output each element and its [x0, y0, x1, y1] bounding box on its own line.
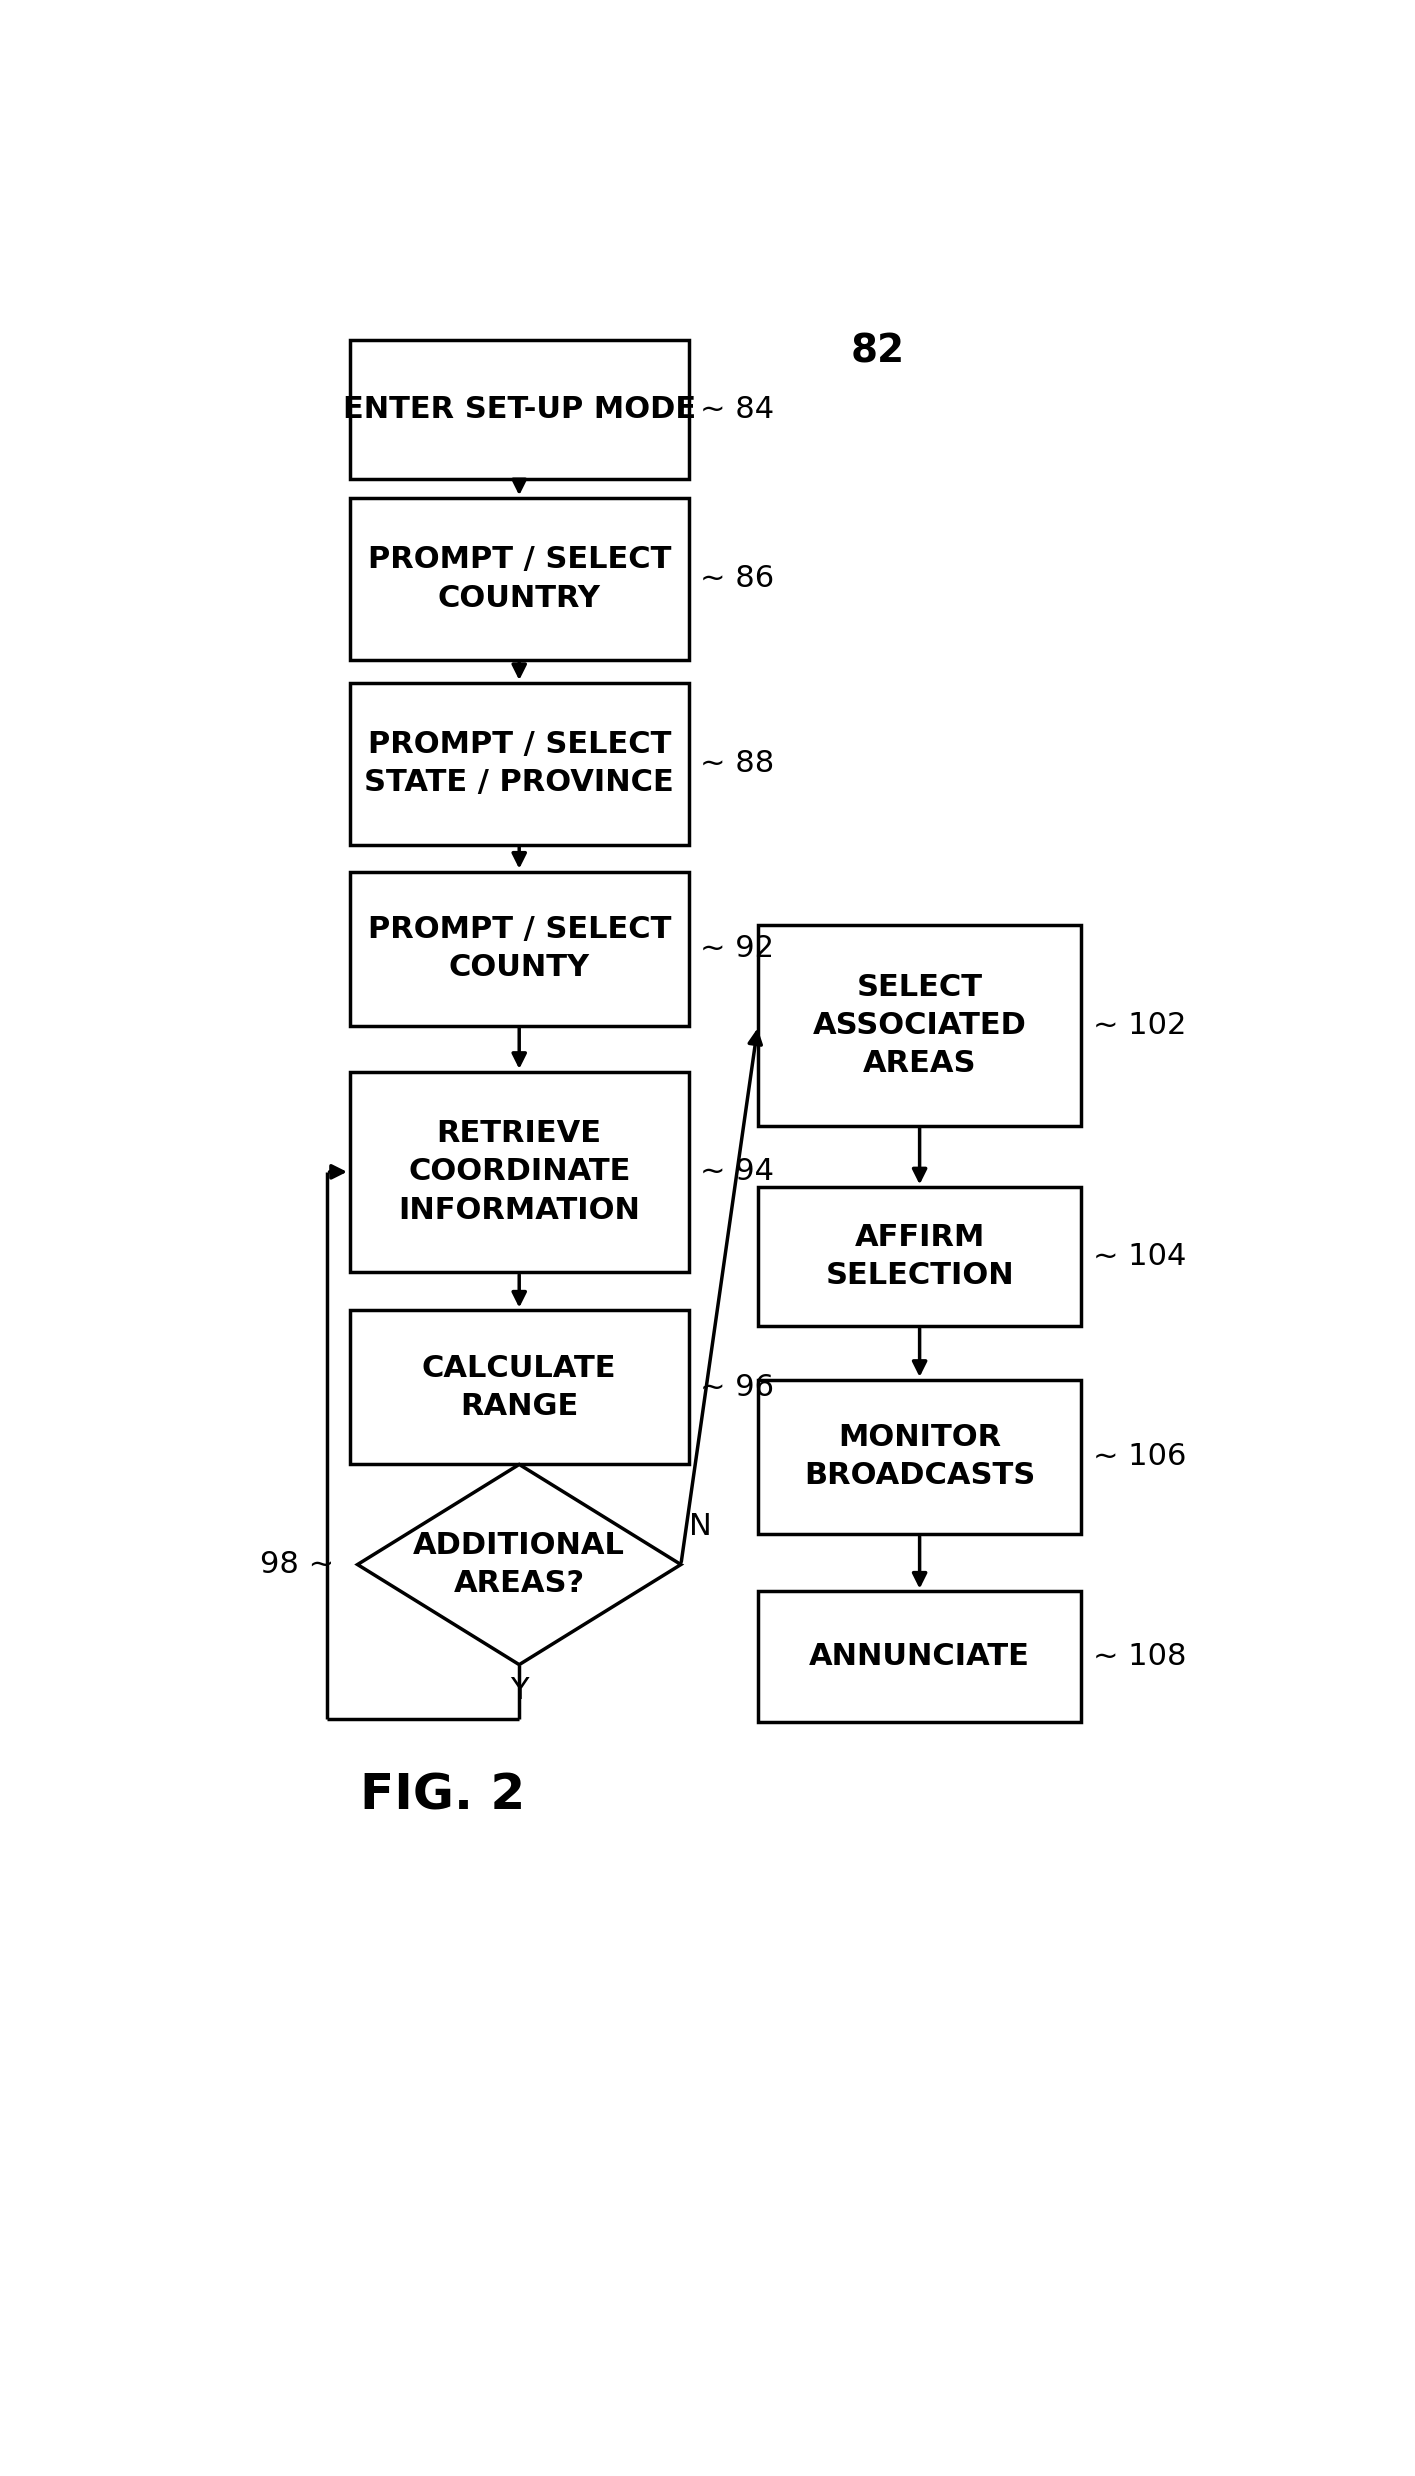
Text: ~ 88: ~ 88 — [700, 750, 774, 777]
Text: ~ 104: ~ 104 — [1092, 1243, 1186, 1270]
Text: ~ 92: ~ 92 — [700, 933, 774, 963]
Text: ADDITIONAL
AREAS?: ADDITIONAL AREAS? — [413, 1530, 625, 1597]
Text: 98 ~: 98 ~ — [260, 1550, 334, 1580]
Text: RETRIEVE
COORDINATE
INFORMATION: RETRIEVE COORDINATE INFORMATION — [398, 1119, 640, 1226]
Text: ~ 94: ~ 94 — [700, 1156, 774, 1186]
Bar — [758, 1186, 1081, 1325]
Bar — [758, 926, 1081, 1127]
Text: Y: Y — [509, 1676, 528, 1706]
Bar — [350, 683, 689, 844]
Text: FIG. 2: FIG. 2 — [359, 1770, 525, 1820]
Text: 82: 82 — [850, 332, 904, 371]
Text: ~ 102: ~ 102 — [1092, 1010, 1186, 1040]
Text: PROMPT / SELECT
STATE / PROVINCE: PROMPT / SELECT STATE / PROVINCE — [364, 730, 674, 797]
Polygon shape — [358, 1463, 681, 1664]
Bar — [350, 1310, 689, 1463]
Text: CALCULATE
RANGE: CALCULATE RANGE — [422, 1354, 617, 1421]
Text: AFFIRM
SELECTION: AFFIRM SELECTION — [825, 1223, 1015, 1290]
Text: N: N — [689, 1513, 712, 1543]
Bar — [350, 339, 689, 478]
Text: ~ 84: ~ 84 — [700, 396, 774, 423]
Text: ANNUNCIATE: ANNUNCIATE — [809, 1642, 1030, 1671]
Bar — [350, 498, 689, 659]
Text: SELECT
ASSOCIATED
AREAS: SELECT ASSOCIATED AREAS — [812, 973, 1026, 1077]
Text: MONITOR
BROADCASTS: MONITOR BROADCASTS — [804, 1424, 1036, 1491]
Text: ~ 86: ~ 86 — [700, 565, 774, 594]
Bar — [350, 872, 689, 1025]
Text: PROMPT / SELECT
COUNTRY: PROMPT / SELECT COUNTRY — [368, 545, 671, 612]
Bar — [350, 1072, 689, 1273]
Text: PROMPT / SELECT
COUNTY: PROMPT / SELECT COUNTY — [368, 916, 671, 983]
Text: ~ 106: ~ 106 — [1092, 1441, 1186, 1471]
Text: ~ 108: ~ 108 — [1092, 1642, 1186, 1671]
Bar — [758, 1592, 1081, 1723]
Bar — [758, 1379, 1081, 1533]
Text: ENTER SET-UP MODE: ENTER SET-UP MODE — [342, 396, 696, 423]
Text: ~ 96: ~ 96 — [700, 1372, 774, 1401]
